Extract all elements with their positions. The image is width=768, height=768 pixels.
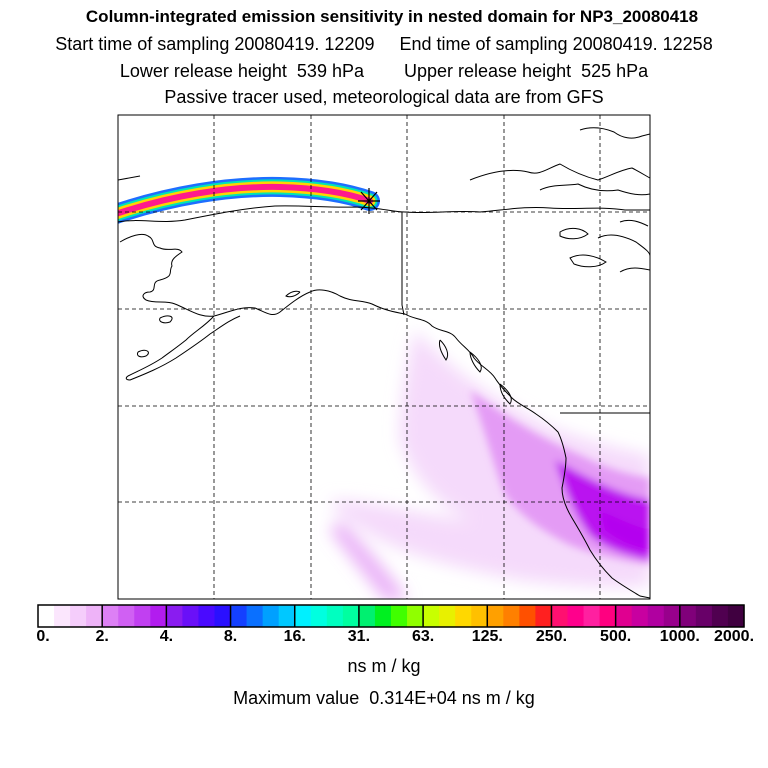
colorbar-cell	[407, 605, 424, 627]
colorbar-cell	[54, 605, 71, 627]
colorbar-cell	[679, 605, 697, 627]
colorbar-tick-label: 8.	[223, 628, 238, 645]
colorbar-cell	[214, 605, 232, 627]
colorbar-tick-label: 31.	[347, 628, 371, 645]
colorbar-tick-label: 0.	[36, 628, 50, 645]
colorbar-cell	[471, 605, 488, 627]
colorbar-cell	[663, 605, 681, 627]
colorbar-cell	[278, 605, 296, 627]
colorbar-cell	[455, 605, 472, 627]
colorbar-cell	[695, 605, 713, 627]
colorbar-units: ns m / kg	[347, 656, 421, 676]
colorbar-cell	[150, 605, 167, 627]
colorbar-cell	[711, 605, 729, 627]
colorbar-cell	[439, 605, 456, 627]
plot-title: Column-integrated emission sensitivity i…	[85, 7, 699, 26]
colorbar-cell	[358, 605, 376, 627]
colorbar-cell	[262, 605, 280, 627]
map-frame	[117, 114, 651, 600]
colorbar-cell	[551, 605, 569, 627]
colorbar-tick-label: 2.	[95, 628, 109, 645]
colorbar-cell	[487, 605, 504, 627]
colorbar-cell	[535, 605, 553, 627]
colorbar-cell	[503, 605, 520, 627]
colorbar-cell	[166, 605, 184, 627]
tracer-info-line: Passive tracer used, meteorological data…	[164, 87, 604, 107]
colorbar-cell	[391, 605, 408, 627]
colorbar-tick-label: 1000.	[659, 628, 700, 645]
colorbar-cell	[230, 605, 248, 627]
colorbar-cell	[567, 605, 585, 627]
colorbar-cell	[182, 605, 200, 627]
colorbar-tick-label: 63.	[411, 628, 435, 645]
colorbar-cell	[38, 605, 55, 627]
colorbar-cell	[294, 605, 312, 627]
colorbar-cell	[342, 605, 360, 627]
colorbar-tick-label: 250.	[535, 628, 568, 645]
colorbar-cell	[70, 605, 87, 627]
colorbar-cell	[727, 605, 745, 627]
coastline	[118, 127, 650, 599]
colorbar-cell	[631, 605, 649, 627]
colorbar-cell	[374, 605, 392, 627]
lat-lon-grid	[118, 115, 650, 599]
colorbar-cell	[246, 605, 264, 627]
colorbar-cell	[615, 605, 633, 627]
political-borders	[401, 212, 650, 414]
receptor-asterisk-icon	[358, 188, 380, 214]
maximum-value-label: Maximum value 0.314E+04 ns m / kg	[233, 688, 535, 708]
colorbar-cell	[134, 605, 151, 627]
sampling-time-line: Start time of sampling 20080419. 12209 E…	[55, 34, 713, 54]
colorbar-tick-label: 16.	[283, 628, 306, 645]
colorbar-cell	[423, 605, 440, 627]
colorbar-cell	[326, 605, 344, 627]
colorbar-tick-label: 500.	[600, 628, 632, 645]
colorbar-cell	[583, 605, 601, 627]
colorbar-tick-label: 2000.	[713, 628, 755, 645]
colorbar-tick-label: 4.	[159, 628, 174, 645]
colorbar-cell	[118, 605, 135, 627]
release-height-line: Lower release height 539 hPa Upper relea…	[119, 61, 649, 81]
colorbar-cell	[86, 605, 103, 627]
colorbar-cell	[102, 605, 119, 627]
colorbar-tick-label: 125.	[471, 628, 503, 645]
colorbar-cell	[198, 605, 216, 627]
colorbar-cell	[519, 605, 537, 627]
colorbar-cell	[647, 605, 665, 627]
colorbar-cell	[310, 605, 328, 627]
colorbar-cell	[599, 605, 617, 627]
trajectory-track	[118, 176, 380, 224]
